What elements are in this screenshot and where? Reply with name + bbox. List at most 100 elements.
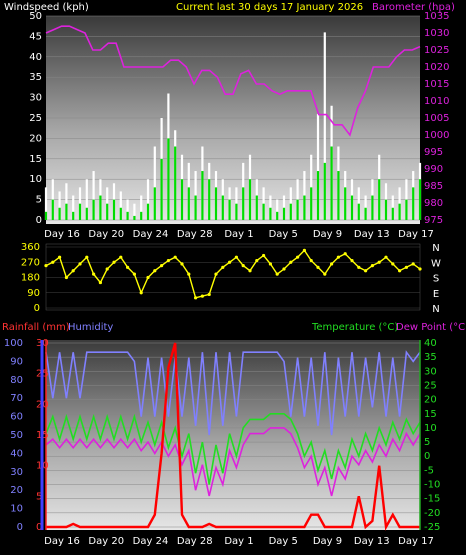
direction-point xyxy=(418,267,422,271)
direction-point xyxy=(173,255,177,259)
direction-panel-bg xyxy=(45,243,421,311)
direction-point xyxy=(384,255,388,259)
temperature-label: Temperature (°C) xyxy=(311,322,398,333)
humidity-label: Humidity xyxy=(68,322,113,333)
direction-point xyxy=(330,262,334,266)
direction-point xyxy=(207,292,211,297)
direction-point xyxy=(166,258,170,263)
direction-point xyxy=(248,269,252,273)
barometer-tick-label: 985 xyxy=(424,181,443,192)
temperature-tick-label: 30 xyxy=(424,366,437,377)
temperature-tick-label: 0 xyxy=(424,451,430,462)
compass-letter: N xyxy=(432,304,439,315)
humidity-tick-label: 40 xyxy=(10,448,23,459)
direction-tick-label: 360 xyxy=(21,242,40,253)
direction-point xyxy=(370,264,374,268)
x-tick-label: Day 16 xyxy=(44,229,80,240)
direction-point xyxy=(302,248,306,252)
direction-point xyxy=(92,272,96,276)
wind-tick-label: 25 xyxy=(29,113,42,124)
humidity-axis-ticks: 0 10 20 30 40 50 60 70 80 90 100 xyxy=(4,338,23,533)
x-tick-label: Day 1 xyxy=(224,229,253,240)
direction-point xyxy=(78,262,82,266)
compass-letter: N xyxy=(432,243,439,254)
direction-point xyxy=(112,260,116,264)
x-tick-label: Day 1 xyxy=(224,536,253,547)
humidity-tick-label: 0 xyxy=(17,522,23,533)
temperature-tick-label: -20 xyxy=(424,508,440,519)
direction-point xyxy=(71,269,75,273)
compass-letter: E xyxy=(433,289,439,300)
wind-panel-bg xyxy=(46,16,420,224)
direction-point xyxy=(323,272,327,276)
wind-tick-label: 15 xyxy=(29,154,42,165)
humidity-tick-label: 20 xyxy=(10,485,23,496)
rainfall-line xyxy=(46,342,420,531)
dewpoint-label: Dew Point (°C) xyxy=(396,322,466,333)
humidity-tick-label: 90 xyxy=(10,356,23,367)
direction-tick-label: 90 xyxy=(27,288,40,299)
temperature-tick-label: 25 xyxy=(424,380,437,391)
barometer-tick-label: 1035 xyxy=(424,11,449,22)
direction-point xyxy=(160,264,164,268)
wind-tick-label: 40 xyxy=(29,52,42,63)
rain-tick-label: 5 xyxy=(36,491,42,502)
rainfall-label: Rainfall (mm) xyxy=(2,322,70,333)
direction-point xyxy=(241,264,245,268)
wind-axis-ticks: 0 5 10 15 20 25 30 35 40 45 50 xyxy=(29,11,42,226)
direction-point xyxy=(316,265,320,269)
direction-panel-gridlines xyxy=(46,246,420,309)
direction-point xyxy=(153,269,157,273)
humidity-tick-label: 80 xyxy=(10,375,23,386)
humidity-tick-label: 100 xyxy=(4,338,23,349)
barometer-tick-label: 1030 xyxy=(424,28,449,39)
x-tick-label: Day 9 xyxy=(313,229,342,240)
direction-point xyxy=(221,265,225,269)
temperature-tick-label: 40 xyxy=(424,338,437,349)
direction-point xyxy=(336,255,340,259)
x-tick-label: Day 24 xyxy=(133,536,169,547)
barometer-axis-ticks: 975 980 985 990 995 1000 1005 1010 1015 1020 1025 1… xyxy=(424,11,449,226)
temperature-tick-label: 15 xyxy=(424,409,437,420)
x-tick-label: Day 28 xyxy=(177,536,213,547)
direction-point xyxy=(228,260,232,264)
windspeed-label: Windspeed (kph) xyxy=(4,2,89,13)
direction-point xyxy=(255,258,259,263)
chart-title: Current last 30 days 17 January 2026 xyxy=(176,2,363,13)
wind-x-ticks: Day 16 Day 20 Day 24 Day 28 Day 1 Day 5 Day 9 D… xyxy=(44,229,434,240)
direction-point xyxy=(398,269,402,273)
direction-point xyxy=(234,255,238,259)
wind-tick-label: 30 xyxy=(29,93,42,104)
x-tick-label: Day 17 xyxy=(398,536,434,547)
humidity-line xyxy=(45,350,421,436)
climate-x-ticks: Day 16 Day 20 Day 24 Day 28 Day 1 Day 5 Day 9 D… xyxy=(44,536,434,547)
direction-point xyxy=(404,265,408,269)
barometer-label: Barometer (hpa) xyxy=(372,2,455,13)
direction-point xyxy=(98,280,102,285)
humidity-tick-label: 50 xyxy=(10,430,23,441)
direction-point xyxy=(200,294,204,298)
direction-point xyxy=(289,260,293,264)
barometer-tick-label: 1025 xyxy=(424,45,449,56)
direction-tick-label: 0 xyxy=(34,303,40,314)
direction-point xyxy=(309,258,313,263)
x-tick-label: Day 5 xyxy=(269,536,298,547)
x-tick-label: Day 24 xyxy=(133,229,169,240)
temperature-axis-ticks: -25 -20 -15 -10 -5 0 5 10 15 20 25 30 35 40 xyxy=(424,338,440,533)
direction-point xyxy=(194,296,198,300)
direction-point xyxy=(377,260,381,264)
direction-point xyxy=(139,291,143,295)
direction-point xyxy=(44,264,48,268)
barometer-tick-label: 995 xyxy=(424,147,443,158)
direction-point xyxy=(187,272,191,276)
humidity-tick-label: 70 xyxy=(10,393,23,404)
dewpoint-line xyxy=(45,427,421,497)
temperature-tick-label: 35 xyxy=(424,352,437,363)
wind-tick-label: 20 xyxy=(29,133,42,144)
wind-tick-label: 45 xyxy=(29,31,42,42)
direction-point xyxy=(214,272,218,276)
direction-point xyxy=(105,267,109,271)
x-tick-label: Day 5 xyxy=(269,229,298,240)
direction-point xyxy=(364,269,368,273)
